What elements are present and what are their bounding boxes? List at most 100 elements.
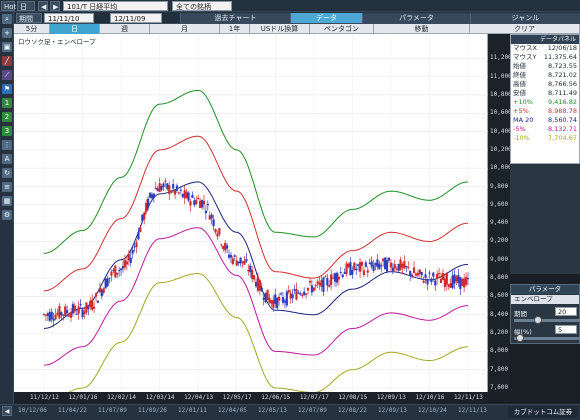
tab-weekly[interactable]: 週	[100, 24, 150, 34]
data-row-label: +5%	[513, 107, 529, 115]
data-row: マウスY 11,375.64	[511, 53, 579, 62]
candle-body	[260, 287, 263, 292]
candle-body	[351, 270, 354, 275]
candle-body	[212, 219, 215, 227]
plus-icon[interactable]: +	[2, 28, 12, 38]
tool-3-icon[interactable]: 3	[2, 126, 12, 136]
candle-body	[331, 277, 335, 279]
next-icon[interactable]: ▶	[50, 1, 60, 11]
candle-body	[127, 253, 130, 261]
tab-5min[interactable]: 5分	[14, 24, 50, 34]
period-input[interactable]: 20	[555, 307, 577, 316]
search-icon[interactable]: ⌕	[2, 14, 12, 24]
pattern-icon[interactable]: ≡	[2, 182, 12, 192]
tool-2-icon[interactable]: 2	[2, 112, 12, 122]
tab-pentagon[interactable]: ペンタゴン	[310, 24, 374, 34]
tab-daily[interactable]: 日	[50, 24, 100, 34]
width-slider-knob[interactable]	[516, 334, 524, 342]
candle-body	[364, 262, 367, 267]
candle-body	[152, 193, 155, 198]
from-date-field[interactable]: 11/11/10	[44, 13, 94, 23]
candle-body	[347, 263, 350, 268]
candle-body	[322, 277, 325, 292]
candle-body	[466, 278, 470, 280]
candle-body	[181, 193, 184, 198]
data-row-label: MA 20	[513, 116, 534, 124]
gear-icon[interactable]: ⚙	[2, 210, 12, 220]
candle-body	[173, 190, 177, 195]
scroll-left-icon[interactable]: ◀	[2, 406, 12, 416]
symbol-field[interactable]: 101/T 日経平均	[63, 1, 168, 11]
to-date-field[interactable]: 12/11/09	[110, 13, 162, 23]
tab-data[interactable]: データ	[290, 13, 362, 23]
time-scroller[interactable]: ◀ 10/12/06 11/04/22 11/07/09 11/09/26 12/01/…	[0, 404, 580, 420]
candle-body	[227, 254, 231, 258]
candle-body	[112, 269, 115, 271]
candle-body	[220, 244, 223, 246]
text-tool-icon[interactable]: A	[2, 154, 12, 164]
candle-body	[54, 314, 57, 320]
candle-body	[432, 272, 435, 277]
camera-icon[interactable]: ▣	[2, 42, 12, 52]
tab-monthly[interactable]: 月	[150, 24, 220, 34]
candle-body	[268, 297, 271, 303]
candle-body	[193, 200, 196, 205]
tab-usd[interactable]: USドル換算	[250, 24, 310, 34]
candle-body	[183, 190, 186, 199]
line-tool-icon[interactable]: ╱	[2, 56, 12, 66]
range-select[interactable]: 全ての銘柄	[172, 1, 232, 11]
candle-body	[434, 280, 437, 286]
candle-body	[73, 305, 76, 312]
candle-body	[314, 284, 317, 286]
candle-body	[137, 231, 140, 240]
tool-1-icon[interactable]: 1	[2, 98, 12, 108]
candle-body	[231, 258, 234, 265]
envelope-selector[interactable]: エンベロープ	[511, 295, 579, 304]
candle-body	[459, 277, 462, 290]
width-input[interactable]: 5	[555, 325, 577, 334]
candle-body	[170, 191, 173, 193]
candle-body	[214, 229, 217, 233]
candle-body	[366, 270, 369, 273]
index-button[interactable]: 日経	[17, 1, 35, 21]
period-slider-knob[interactable]	[534, 316, 542, 324]
candle-body	[306, 287, 310, 291]
hot-button[interactable]: Hot	[1, 1, 16, 11]
prev-icon[interactable]: ◀	[38, 1, 48, 11]
candle-body	[430, 278, 433, 283]
period-button[interactable]: 期間	[16, 13, 42, 23]
series-line	[43, 135, 469, 292]
candle-body	[71, 304, 75, 314]
candle-body	[399, 259, 402, 270]
y-tick-label: 10,800	[490, 90, 512, 98]
trend-tool-icon[interactable]: ⟋	[2, 70, 12, 80]
tab-history[interactable]: 過去チャート	[180, 13, 290, 23]
tab-genre[interactable]: ジャンル	[470, 13, 580, 23]
flag-icon[interactable]: ⚑	[2, 84, 12, 94]
grid-icon[interactable]: ⋮	[2, 140, 12, 150]
candle-body	[295, 288, 298, 300]
tab-parameter[interactable]: パラメータ	[362, 13, 470, 23]
y-tick-label: 7,800	[490, 365, 509, 373]
width-slider[interactable]	[514, 334, 580, 342]
cycle-icon[interactable]: ↻	[2, 168, 12, 178]
tab-move[interactable]: 移動	[374, 24, 470, 34]
chart-plot[interactable]: ロウソク足・エンベロープ	[14, 34, 488, 405]
candle-body	[397, 263, 400, 271]
candle-body	[339, 271, 342, 273]
period-slider[interactable]	[514, 316, 580, 324]
data-row: 安値 8,711.49	[511, 89, 579, 98]
candle-body	[98, 287, 101, 293]
tab-clear[interactable]: クリア	[470, 24, 580, 34]
candle-body	[357, 264, 360, 266]
x-tick-label: 12/08/15	[338, 394, 368, 401]
candle-body	[110, 271, 113, 276]
tab-year[interactable]: 1年	[220, 24, 250, 34]
candle-body	[445, 273, 448, 285]
data-row-value: 7,704.67	[548, 134, 577, 142]
candle-body	[385, 260, 389, 272]
hatch-icon[interactable]: ▦	[2, 196, 12, 206]
candle-body	[279, 293, 283, 295]
candle-body	[254, 282, 258, 287]
candle-body	[189, 201, 192, 206]
